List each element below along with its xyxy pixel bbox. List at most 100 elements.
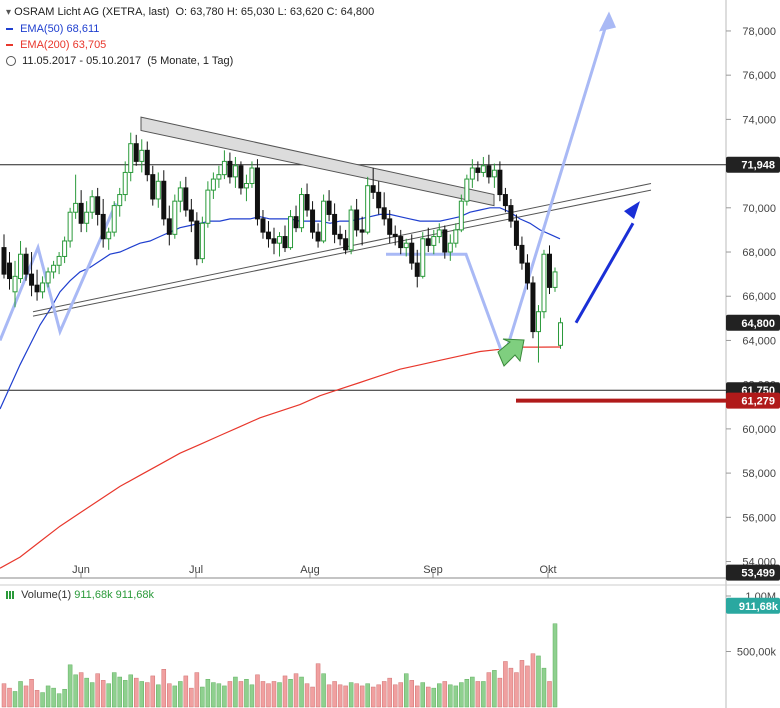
candle-body — [464, 178, 470, 202]
volume-bar — [244, 679, 249, 708]
volume-bar — [29, 679, 34, 708]
candle-body — [73, 202, 79, 213]
y-tick-label: 68,000 — [742, 247, 776, 259]
candle-body — [519, 244, 525, 264]
candle-body — [343, 238, 349, 251]
volume-bar — [304, 683, 310, 708]
candle-body — [150, 174, 156, 200]
candle-body — [111, 205, 117, 233]
y-tick-label: 56,000 — [742, 512, 776, 524]
volume-bar — [437, 683, 442, 708]
candle-body — [288, 216, 294, 249]
volume-bar — [56, 693, 62, 708]
candle-body — [398, 236, 404, 249]
volume-bar — [536, 655, 541, 708]
candle-body — [128, 143, 134, 173]
candle-body — [260, 218, 266, 233]
volume-bar — [453, 685, 459, 708]
volume-bar — [431, 687, 437, 708]
volume-bar — [392, 684, 398, 708]
candle-body — [458, 200, 464, 231]
candle-body — [310, 209, 316, 233]
volume-bar — [111, 672, 117, 708]
volume-bar — [1, 683, 7, 708]
candle-body — [172, 200, 178, 235]
price-badge — [726, 314, 780, 331]
volume-bar — [189, 687, 194, 708]
volume-label: Volume(1) — [21, 589, 72, 601]
volume-bar — [525, 665, 530, 708]
candle-body — [299, 194, 305, 229]
ema200-value: 63,705 — [72, 39, 107, 51]
volume-bar — [315, 663, 321, 708]
ema200-label: EMA(200) — [20, 39, 70, 51]
ema50-legend[interactable]: EMA(50) 68,611 — [6, 23, 99, 35]
y-tick-label: 70,000 — [742, 203, 776, 215]
volume-bar — [326, 684, 332, 708]
candle-body — [249, 167, 255, 184]
period-legend: 11.05.2017 - 05.10.2017 (5 Monate, 1 Tag… — [6, 55, 233, 67]
volume-bar — [161, 669, 167, 708]
volume-bar — [442, 681, 448, 708]
volume-bar — [95, 673, 100, 708]
volume-bar — [310, 686, 315, 708]
ema200-legend[interactable]: EMA(200) 63,705 — [6, 39, 106, 51]
y-tick-label: 64,000 — [742, 335, 776, 347]
candle-body — [453, 229, 459, 244]
volume-badge — [726, 597, 780, 614]
volume-bar — [194, 672, 200, 708]
target-arrow-head — [624, 201, 640, 220]
candle-body — [337, 233, 343, 240]
volume-bar — [293, 673, 299, 708]
volume-badge-label: 911,68k — [739, 601, 779, 613]
candle-body — [315, 231, 321, 242]
candle-body — [431, 236, 437, 246]
volume-bar — [332, 681, 337, 708]
candle-body — [188, 209, 194, 222]
volume-bar — [211, 682, 216, 708]
volume-legend[interactable]: Volume(1) 911,68k 911,68k — [6, 589, 154, 601]
volume-bar — [238, 681, 244, 708]
candle-body — [293, 216, 299, 229]
candle-body — [354, 209, 360, 231]
candle-body — [117, 194, 123, 207]
candle-body — [491, 169, 497, 178]
volume-bar — [403, 673, 409, 708]
volume-bar — [271, 681, 277, 708]
instrument-name: OSRAM Licht AG (XETRA, last) — [14, 6, 170, 18]
volume-bar — [508, 667, 514, 708]
candle-body — [7, 262, 13, 280]
candle-body — [227, 160, 233, 178]
candle-body — [29, 273, 35, 286]
candle-body — [45, 271, 51, 284]
candle-body — [232, 165, 238, 178]
x-tick-label: Okt — [539, 564, 556, 576]
volume-bar — [337, 684, 343, 708]
volume-bar — [122, 680, 128, 708]
y-tick-label: 60,000 — [742, 424, 776, 436]
candle-body — [469, 167, 475, 180]
candle-body — [161, 180, 167, 220]
projection-zigzag — [0, 202, 118, 342]
candle-body — [277, 236, 282, 244]
volume-bar — [205, 679, 211, 708]
candle-body — [51, 264, 57, 273]
candle-body — [254, 167, 260, 220]
candle-body — [12, 275, 18, 293]
volume-bar — [167, 683, 172, 708]
candle-body — [370, 185, 376, 193]
x-tick-label: Jun — [72, 564, 90, 576]
volume-bar — [497, 677, 503, 708]
candle-body — [425, 238, 431, 246]
candle-body — [139, 149, 145, 162]
volume-tick-label: 500,00k — [737, 647, 777, 659]
candle-body — [1, 247, 7, 275]
candle-body — [67, 211, 73, 242]
target-arrow-shaft — [574, 222, 635, 324]
candle-body — [56, 255, 62, 266]
chevron-down-icon[interactable]: ▾ — [6, 7, 12, 18]
volume-bar — [277, 682, 282, 708]
volume-bar — [470, 676, 475, 708]
candle-body — [238, 165, 244, 189]
candle-body — [392, 233, 398, 238]
